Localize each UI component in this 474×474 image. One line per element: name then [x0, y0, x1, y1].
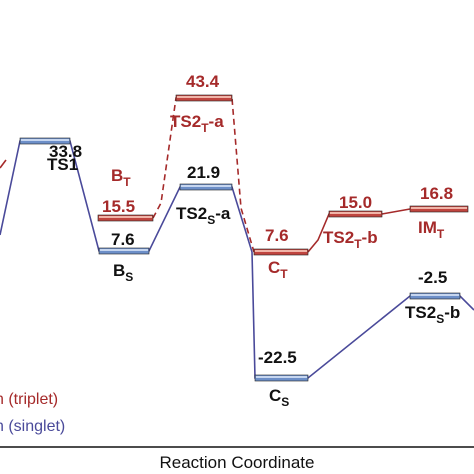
level-ts2tb — [328, 210, 383, 218]
value-ts2sb: -2.5 — [418, 268, 447, 287]
value-ts1: 33.8 — [49, 142, 82, 161]
level-imt — [409, 205, 469, 213]
connector-left-edge — [0, 159, 7, 169]
name-imt: IMT — [418, 218, 445, 241]
value-bt: 15.5 — [102, 197, 135, 216]
value-ts2sa: 21.9 — [187, 163, 220, 182]
name-ts2sb: TS2S-b — [405, 303, 460, 326]
name-bt: BT — [111, 166, 131, 189]
level-bt — [97, 214, 154, 222]
connectors — [0, 97, 474, 379]
level-ts2sa — [179, 183, 233, 191]
name-cs: CS — [269, 386, 289, 409]
value-imt: 16.8 — [420, 184, 453, 203]
value-ts2tb: 15.0 — [339, 193, 372, 212]
level-ct — [253, 248, 309, 256]
name-ts2ta: TS2T-a — [170, 112, 224, 135]
value-ts2ta: 43.4 — [186, 72, 220, 91]
energy-levels — [19, 94, 469, 382]
value-bs: 7.6 — [111, 230, 135, 249]
value-ct: 7.6 — [265, 226, 289, 245]
level-cs — [254, 374, 309, 382]
level-ts2ta — [175, 94, 233, 102]
name-ts2sa: TS2S-a — [176, 204, 231, 227]
level-bs — [98, 247, 150, 255]
connector-singlet-path — [0, 140, 474, 379]
name-ts1: TS1 — [47, 155, 78, 174]
value-cs: -22.5 — [258, 348, 297, 367]
x-axis-label: Reaction Coordinate — [160, 453, 315, 472]
level-ts2sb — [409, 292, 461, 300]
legend-triplet: n (triplet) — [0, 391, 58, 408]
name-ct: CT — [268, 258, 288, 281]
name-ts2tb: TS2T-b — [323, 228, 378, 251]
level-ts1 — [19, 137, 71, 145]
legend-singlet: n (singlet) — [0, 418, 65, 435]
name-bs: BS — [113, 261, 133, 284]
